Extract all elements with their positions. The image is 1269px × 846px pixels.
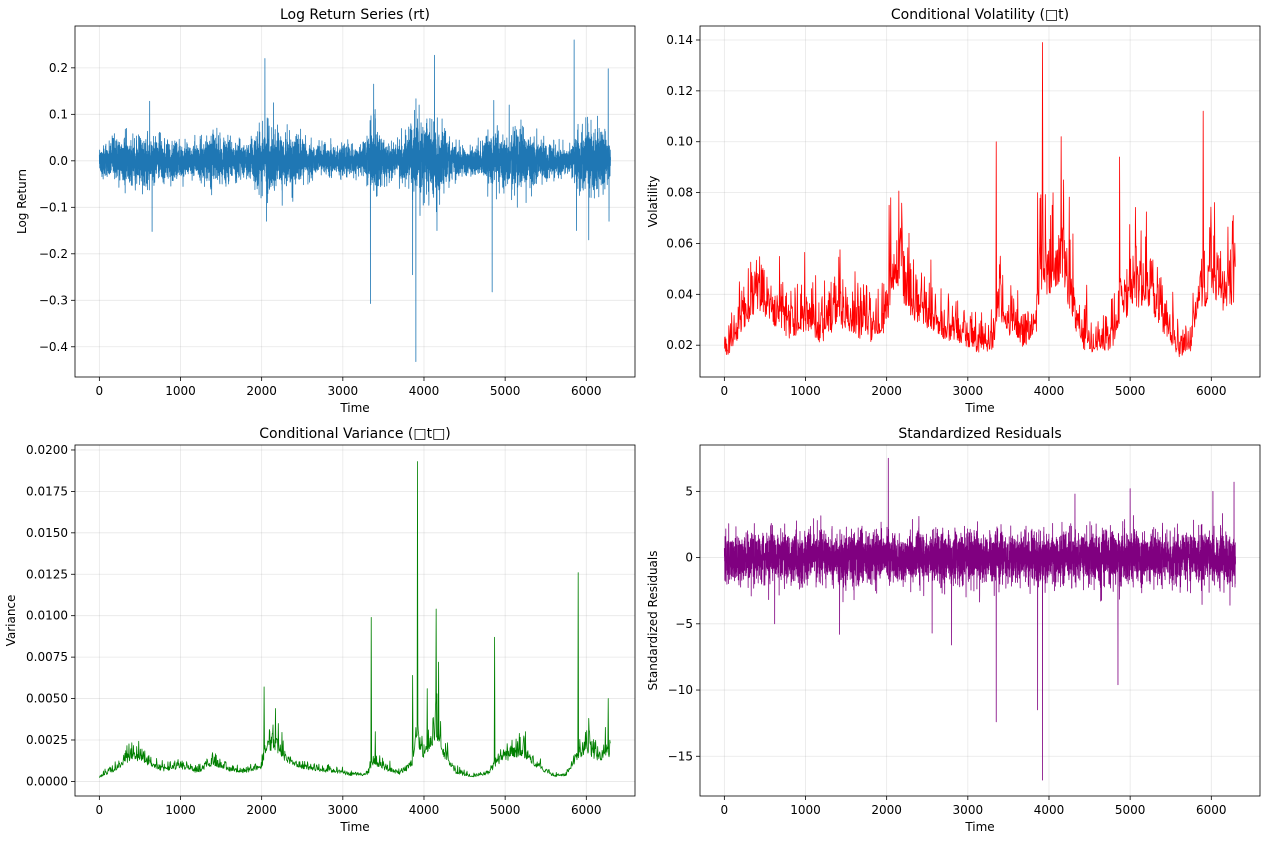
x-tick-label: 2000 bbox=[871, 384, 902, 398]
y-tick-label: 0.1 bbox=[49, 107, 68, 121]
x-tick-label: 0 bbox=[721, 803, 729, 817]
y-tick-label: −5 bbox=[675, 617, 693, 631]
x-axis-label: Time bbox=[964, 820, 994, 834]
x-tick-label: 3000 bbox=[328, 803, 359, 817]
x-tick-label: 0 bbox=[96, 803, 104, 817]
y-tick-label: −10 bbox=[668, 683, 693, 697]
series-line bbox=[98, 39, 611, 363]
y-tick-label: 0.0075 bbox=[26, 650, 68, 664]
subplot-4: 0 1000 2000 3000 4000 5000 6000 −15 −10 −5 0 5 Stand… bbox=[646, 426, 1261, 834]
x-tick-label: 0 bbox=[721, 384, 729, 398]
x-tick-label: 3000 bbox=[953, 803, 984, 817]
series-line bbox=[723, 42, 1236, 358]
y-tick-label: −0.1 bbox=[39, 200, 68, 214]
x-tick-label: 4000 bbox=[409, 384, 440, 398]
x-tick-label: 2000 bbox=[871, 803, 902, 817]
x-tick-label: 6000 bbox=[571, 803, 602, 817]
y-tick-label: −0.2 bbox=[39, 247, 68, 261]
x-axis-label: Time bbox=[964, 401, 994, 415]
y-tick-label: 0.0100 bbox=[26, 609, 68, 623]
y-tick-label: 0.0 bbox=[49, 154, 68, 168]
y-tick-label: −0.4 bbox=[39, 340, 68, 354]
axes-frame bbox=[699, 444, 1261, 797]
y-tick-label: 0.0050 bbox=[26, 692, 68, 706]
subplot-3: 0 1000 2000 3000 4000 5000 6000 0.0000 0.0025 0.0… bbox=[4, 426, 636, 834]
x-axis-label: Time bbox=[339, 820, 369, 834]
y-tick-label: 0.0000 bbox=[26, 774, 68, 788]
y-tick-label: 0.0150 bbox=[26, 526, 68, 540]
x-tick-label: 1000 bbox=[165, 384, 196, 398]
chart-title: Conditional Volatility (□t) bbox=[891, 7, 1069, 23]
y-axis-label: Volatility bbox=[646, 176, 660, 228]
x-tick-label: 4000 bbox=[1034, 803, 1065, 817]
x-axis-label: Time bbox=[339, 401, 369, 415]
x-tick-label: 6000 bbox=[571, 384, 602, 398]
y-tick-label: 0.14 bbox=[666, 33, 693, 47]
y-tick-label: 5 bbox=[685, 484, 693, 498]
y-tick-label: 0.10 bbox=[666, 135, 693, 149]
subplot-1: 0 1000 2000 3000 4000 5000 6000 −0.4 −0.3 −0.2 −0.… bbox=[15, 7, 636, 415]
y-tick-label: 0.0125 bbox=[26, 567, 68, 581]
x-tick-label: 1000 bbox=[790, 803, 821, 817]
series-line bbox=[723, 457, 1236, 781]
y-tick-label: 0.02 bbox=[666, 338, 693, 352]
x-tick-label: 2000 bbox=[246, 384, 277, 398]
x-tick-label: 2000 bbox=[246, 803, 277, 817]
x-tick-label: 0 bbox=[96, 384, 104, 398]
x-tick-label: 6000 bbox=[1196, 803, 1227, 817]
axes-frame bbox=[74, 25, 636, 378]
x-tick-label: 4000 bbox=[1034, 384, 1065, 398]
x-tick-label: 5000 bbox=[490, 803, 521, 817]
x-tick-label: 3000 bbox=[953, 384, 984, 398]
x-tick-label: 3000 bbox=[328, 384, 359, 398]
y-tick-label: −0.3 bbox=[39, 293, 68, 307]
y-tick-label: 0.0175 bbox=[26, 484, 68, 498]
y-axis-label: Standardized Residuals bbox=[646, 551, 660, 691]
x-tick-label: 1000 bbox=[165, 803, 196, 817]
axes-frame bbox=[74, 444, 636, 797]
y-tick-label: 0 bbox=[685, 551, 693, 565]
x-tick-label: 5000 bbox=[490, 384, 521, 398]
chart-title: Log Return Series (rt) bbox=[280, 7, 430, 23]
x-tick-label: 5000 bbox=[1115, 803, 1146, 817]
x-tick-label: 1000 bbox=[790, 384, 821, 398]
series-line bbox=[98, 461, 611, 778]
subplot-2: 0 1000 2000 3000 4000 5000 6000 0.02 0.04 0.06 0.0… bbox=[646, 7, 1261, 415]
y-axis-label: Log Return bbox=[15, 169, 29, 234]
x-tick-label: 4000 bbox=[409, 803, 440, 817]
y-tick-label: 0.0200 bbox=[26, 443, 68, 457]
chart-title: Standardized Residuals bbox=[898, 426, 1061, 442]
x-tick-label: 5000 bbox=[1115, 384, 1146, 398]
y-tick-label: 0.12 bbox=[666, 84, 693, 98]
y-tick-label: 0.2 bbox=[49, 61, 68, 75]
y-tick-label: 0.06 bbox=[666, 236, 693, 250]
y-tick-label: 0.0025 bbox=[26, 733, 68, 747]
chart-title: Conditional Variance (□t□) bbox=[259, 426, 451, 442]
y-tick-label: 0.08 bbox=[666, 186, 693, 200]
axes-frame bbox=[699, 25, 1261, 378]
y-tick-label: −15 bbox=[668, 749, 693, 763]
y-axis-label: Variance bbox=[4, 595, 18, 647]
y-tick-label: 0.04 bbox=[666, 287, 693, 301]
x-tick-label: 6000 bbox=[1196, 384, 1227, 398]
